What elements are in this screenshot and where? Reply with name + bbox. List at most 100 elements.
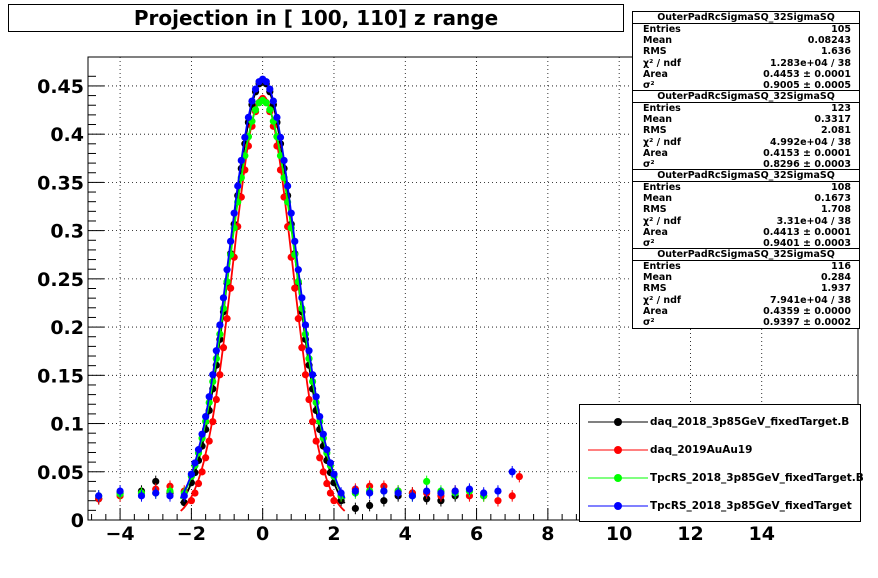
stats-key: σ²	[643, 317, 655, 329]
data-point-1	[223, 315, 231, 323]
stats-key: χ² / ndf	[643, 294, 682, 306]
data-point-3	[437, 489, 445, 497]
stats-key: Mean	[643, 35, 673, 47]
data-point-3	[276, 133, 285, 141]
data-point-3	[187, 470, 195, 478]
data-point-3	[269, 97, 277, 105]
y-tick-label: 0.25	[37, 269, 84, 291]
x-tick-label: 14	[749, 523, 775, 545]
data-point-3	[465, 485, 474, 493]
stats-value: 1.636	[820, 46, 851, 58]
data-point-1	[187, 497, 195, 505]
data-point-3	[451, 487, 459, 495]
data-point-3	[230, 209, 238, 217]
stats-row: Area 0.4453 ± 0.0001	[633, 69, 859, 80]
x-tick-label: −2	[177, 523, 206, 545]
stats-key: Area	[643, 147, 668, 159]
chart-title: Projection in [ 100, 110] z range	[8, 4, 624, 32]
stats-value: 4.992e+04 / 38	[770, 136, 851, 148]
stats-value: 0.4153 ± 0.0001	[763, 147, 851, 159]
legend-entry-daq-2018: daq_2018_3p85GeV_fixedTarget.B	[580, 412, 860, 432]
data-point-0	[152, 477, 160, 486]
stats-key: RMS	[643, 46, 667, 58]
stats-value: 0.4453 ± 0.0001	[763, 68, 851, 80]
stats-key: Mean	[643, 114, 673, 126]
stats-box: OuterPadRcSigmaSQ_32SigmaSQ Entries 108 Mea…	[632, 169, 860, 251]
data-point-1	[301, 371, 310, 379]
stats-key: Entries	[643, 24, 681, 35]
data-point-3	[508, 468, 516, 476]
data-point-1	[515, 472, 523, 481]
stats-box: OuterPadRcSigmaSQ_32SigmaSQ Entries 116 Mea…	[632, 248, 860, 330]
stats-value: 0.8296 ± 0.0003	[763, 159, 851, 171]
stats-row: RMS 2.081	[633, 125, 859, 136]
stats-key: Mean	[643, 193, 673, 205]
stats-row: Mean 0.08243	[633, 35, 859, 46]
data-point-1	[319, 468, 327, 476]
stats-box: OuterPadRcSigmaSQ_32SigmaSQ Entries 123 Mea…	[632, 90, 860, 172]
data-point-3	[202, 412, 210, 421]
data-point-3	[326, 459, 335, 467]
y-tick-label: 0.05	[37, 462, 84, 484]
stats-row: Mean 0.284	[633, 272, 859, 283]
data-point-3	[209, 371, 217, 379]
data-point-3	[216, 321, 224, 329]
data-point-3	[273, 113, 281, 121]
stats-value: 0.08243	[807, 35, 851, 47]
data-point-2	[423, 477, 431, 486]
data-point-0	[351, 504, 359, 513]
data-point-3	[166, 492, 174, 500]
legend-marker-red	[588, 446, 648, 454]
data-point-3	[319, 430, 327, 438]
stats-value: 0.1673	[814, 193, 851, 205]
data-point-3	[408, 492, 416, 500]
data-point-3	[194, 446, 203, 454]
data-point-1	[312, 437, 320, 445]
stats-row: σ² 0.9397 ± 0.0002	[633, 317, 859, 328]
stats-row: RMS 1.708	[633, 204, 859, 215]
stats-key: χ² / ndf	[643, 136, 682, 148]
data-point-1	[508, 492, 516, 500]
stats-row: σ² 0.8296 ± 0.0003	[633, 159, 859, 170]
stats-row: Entries 105	[633, 24, 859, 35]
legend: daq_2018_3p85GeV_fixedTarget.B daq_2019A…	[579, 404, 864, 522]
stats-row: Mean 0.3317	[633, 114, 859, 125]
data-point-3	[280, 156, 288, 165]
stats-row: Entries 116	[633, 261, 859, 272]
legend-marker-green	[588, 474, 648, 482]
data-point-1	[330, 497, 338, 505]
y-tick-label: 0.35	[37, 172, 84, 194]
stats-row: Area 0.4413 ± 0.0001	[633, 227, 859, 238]
legend-entry-tpcrs-b: TpcRS_2018_3p85GeV_fixedTarget.B	[580, 468, 864, 488]
stats-row: χ² / ndf 3.31e+04 / 38	[633, 216, 859, 227]
data-point-3	[205, 393, 213, 401]
stats-row: Entries 108	[633, 182, 859, 193]
data-point-0	[380, 497, 388, 505]
data-point-3	[294, 266, 302, 274]
data-point-3	[237, 156, 245, 165]
x-tick-label: 4	[399, 523, 412, 545]
data-point-1	[202, 454, 210, 462]
data-point-3	[116, 487, 124, 495]
data-point-3	[316, 412, 324, 421]
data-point-3	[323, 446, 331, 454]
legend-entry-daq-2019: daq_2019AuAu19	[580, 440, 860, 460]
y-tick-label: 0	[71, 510, 84, 532]
data-point-3	[212, 347, 220, 355]
stats-value: 3.31e+04 / 38	[776, 215, 851, 227]
legend-entry-tpcrs: TpcRS_2018_3p85GeV_fixedTarget	[580, 496, 860, 516]
stats-key: σ²	[643, 80, 655, 92]
stats-key: χ² / ndf	[643, 57, 682, 69]
data-point-3	[494, 487, 502, 495]
data-point-1	[209, 418, 217, 426]
data-point-2	[266, 106, 274, 114]
data-point-2	[301, 330, 310, 338]
data-point-1	[298, 344, 306, 352]
data-point-3	[191, 459, 199, 467]
stats-value: 0.9397 ± 0.0002	[763, 317, 851, 329]
stats-row: Area 0.4359 ± 0.0000	[633, 306, 859, 317]
data-point-3	[480, 489, 488, 497]
stats-key: Area	[643, 226, 668, 238]
data-point-3	[423, 487, 431, 495]
data-point-3	[337, 489, 345, 497]
